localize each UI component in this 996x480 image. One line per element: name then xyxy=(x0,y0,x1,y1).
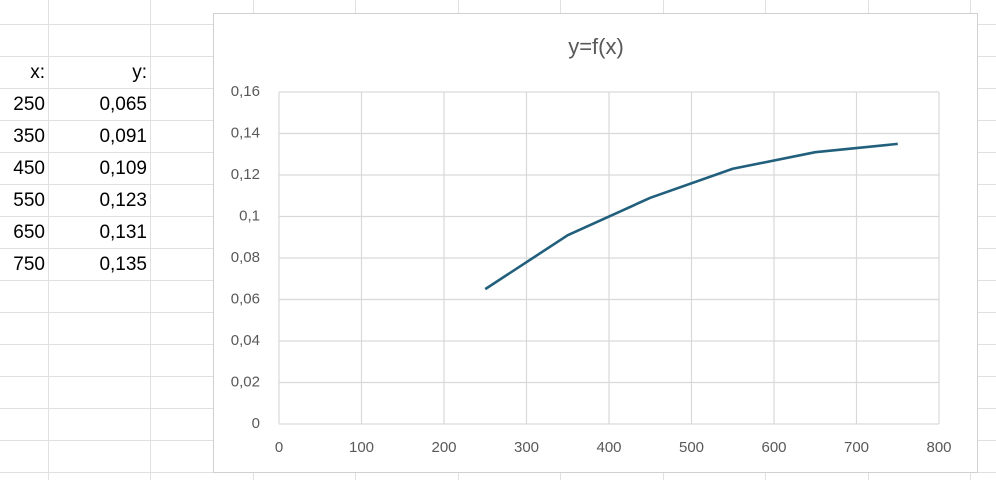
table-cell: 250 xyxy=(13,94,45,115)
x-tick-label: 100 xyxy=(349,439,374,456)
table-cell: 0,065 xyxy=(99,94,147,115)
table-cell: 0,135 xyxy=(99,254,147,275)
table-cell: 450 xyxy=(13,158,45,179)
chart-area xyxy=(213,13,978,473)
x-tick-label: 800 xyxy=(926,439,951,456)
header-cell: y: xyxy=(132,62,147,83)
chart-title: y=f(x) xyxy=(568,34,624,59)
table-cell: 750 xyxy=(13,254,45,275)
y-tick-label: 0,02 xyxy=(231,373,260,390)
x-tick-label: 400 xyxy=(596,439,621,456)
y-tick-label: 0,1 xyxy=(239,207,260,224)
table-cell: 350 xyxy=(13,126,45,147)
y-tick-label: 0,04 xyxy=(231,332,260,349)
table-cell: 0,091 xyxy=(99,126,147,147)
y-tick-label: 0,14 xyxy=(231,124,260,141)
y-tick-label: 0,08 xyxy=(231,249,260,266)
x-tick-label: 600 xyxy=(761,439,786,456)
header-cell: x: xyxy=(30,62,45,83)
table-cell: 550 xyxy=(13,190,45,211)
y-tick-label: 0,12 xyxy=(231,166,260,183)
x-tick-label: 0 xyxy=(275,439,283,456)
x-tick-label: 500 xyxy=(679,439,704,456)
x-tick-label: 700 xyxy=(844,439,869,456)
x-tick-label: 300 xyxy=(514,439,539,456)
x-tick-label: 200 xyxy=(431,439,456,456)
table-cell: 650 xyxy=(13,222,45,243)
y-tick-label: 0,06 xyxy=(231,290,260,307)
table-cell: 0,131 xyxy=(99,222,147,243)
table-cell: 0,123 xyxy=(99,190,147,211)
table-cell: 0,109 xyxy=(99,158,147,179)
data-line xyxy=(484,142,898,291)
y-tick-label: 0,16 xyxy=(231,83,260,100)
y-tick-label: 0 xyxy=(252,415,260,432)
